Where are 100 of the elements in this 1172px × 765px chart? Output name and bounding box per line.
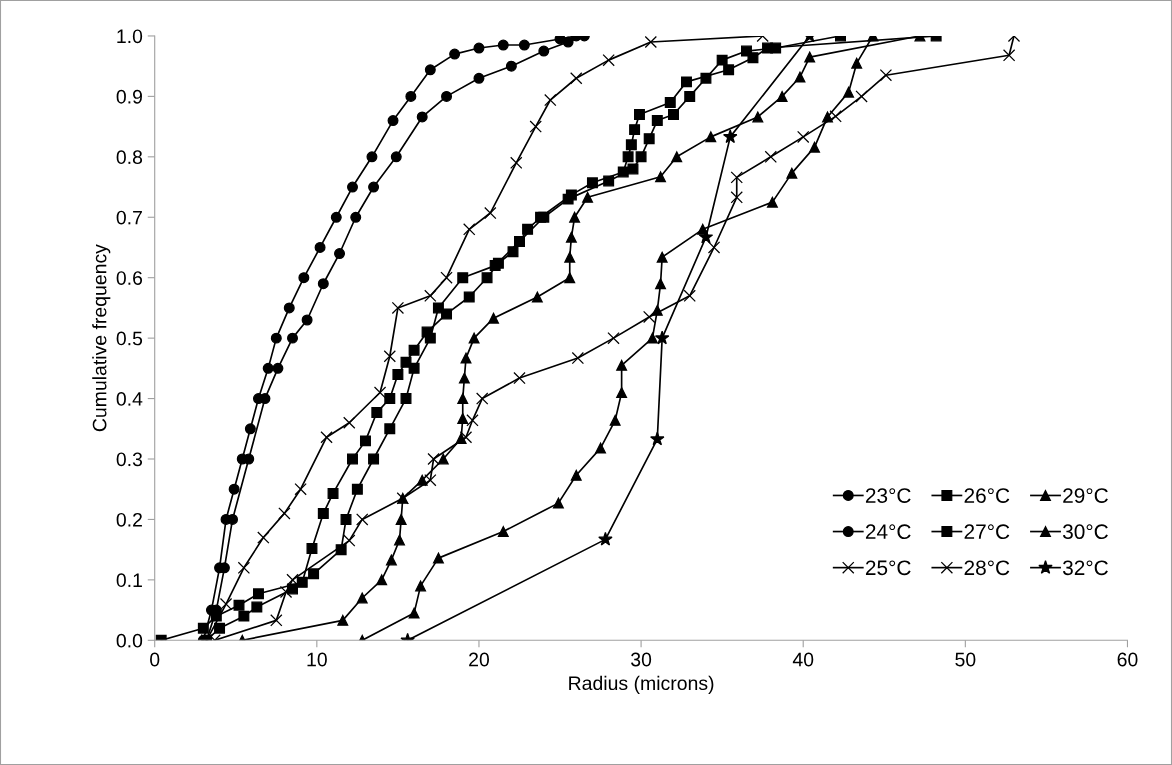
point bbox=[602, 53, 615, 67]
point bbox=[473, 42, 485, 54]
point bbox=[351, 483, 363, 495]
point bbox=[752, 111, 764, 123]
point bbox=[457, 393, 469, 405]
point bbox=[651, 304, 663, 316]
point bbox=[415, 580, 427, 592]
point bbox=[843, 86, 855, 98]
point bbox=[457, 413, 469, 424]
point bbox=[327, 487, 339, 499]
point bbox=[700, 72, 712, 84]
point bbox=[424, 473, 437, 487]
point bbox=[460, 352, 472, 364]
point bbox=[598, 531, 613, 546]
point bbox=[529, 120, 542, 133]
point bbox=[262, 362, 274, 374]
point bbox=[473, 72, 485, 84]
point bbox=[476, 392, 489, 405]
point bbox=[633, 109, 645, 121]
point bbox=[671, 151, 683, 163]
point bbox=[569, 211, 581, 223]
point bbox=[368, 181, 380, 193]
point bbox=[822, 111, 834, 123]
legend-label: 25°C bbox=[865, 560, 911, 576]
point bbox=[455, 432, 467, 444]
point bbox=[855, 90, 868, 103]
point bbox=[513, 371, 526, 385]
point bbox=[233, 599, 245, 611]
point bbox=[337, 614, 349, 626]
point bbox=[330, 211, 342, 223]
point bbox=[497, 39, 509, 51]
point bbox=[570, 469, 582, 481]
point bbox=[698, 229, 714, 244]
point bbox=[457, 272, 469, 284]
point bbox=[317, 507, 329, 519]
point bbox=[651, 115, 663, 127]
point bbox=[481, 272, 493, 284]
point bbox=[770, 42, 782, 54]
point bbox=[314, 241, 326, 253]
point bbox=[347, 453, 358, 465]
point bbox=[252, 588, 264, 600]
point bbox=[384, 393, 396, 405]
point bbox=[468, 332, 480, 344]
point bbox=[298, 272, 310, 284]
point bbox=[427, 452, 440, 466]
point bbox=[654, 330, 670, 345]
point bbox=[366, 151, 378, 163]
point bbox=[564, 272, 576, 284]
point bbox=[730, 191, 743, 204]
point bbox=[538, 45, 550, 57]
point bbox=[565, 231, 577, 243]
legend-label: 28°C bbox=[964, 560, 1010, 576]
point bbox=[432, 552, 444, 564]
point bbox=[257, 531, 270, 544]
y-axis-title: Cumulative frequency bbox=[92, 244, 111, 432]
point bbox=[387, 115, 399, 127]
point bbox=[766, 196, 778, 208]
point bbox=[287, 332, 298, 344]
point bbox=[340, 513, 352, 525]
point bbox=[424, 332, 436, 344]
point bbox=[627, 163, 639, 175]
point bbox=[347, 181, 358, 193]
y-tick-label: 1.0 bbox=[117, 29, 143, 44]
point bbox=[646, 332, 658, 344]
x-tick-label: 20 bbox=[469, 652, 490, 667]
x-tick-label: 10 bbox=[307, 652, 327, 667]
point bbox=[301, 314, 313, 326]
point bbox=[707, 241, 721, 254]
point bbox=[466, 414, 479, 427]
point bbox=[244, 423, 256, 435]
x-tick-label: 0 bbox=[150, 652, 160, 667]
point bbox=[306, 542, 318, 554]
point bbox=[463, 291, 475, 303]
point bbox=[829, 110, 842, 123]
point bbox=[655, 171, 667, 183]
point bbox=[851, 57, 863, 69]
point bbox=[390, 151, 402, 163]
point bbox=[764, 150, 777, 164]
point bbox=[586, 177, 598, 189]
point bbox=[376, 574, 388, 586]
y-tick-label: 0.2 bbox=[116, 512, 142, 527]
legend-label: 29°C bbox=[1063, 488, 1108, 503]
point bbox=[656, 251, 668, 263]
point bbox=[459, 431, 473, 444]
point bbox=[643, 310, 656, 324]
point bbox=[343, 416, 356, 429]
y-tick-label: 0.1 bbox=[116, 573, 142, 588]
point bbox=[531, 291, 543, 303]
point bbox=[562, 36, 574, 48]
point bbox=[879, 69, 893, 82]
point bbox=[392, 368, 404, 380]
legend-label: 32°C bbox=[1062, 560, 1108, 576]
point bbox=[237, 561, 251, 574]
point bbox=[603, 175, 615, 187]
point bbox=[391, 301, 405, 315]
point bbox=[214, 622, 226, 634]
point bbox=[786, 167, 798, 179]
x-tick-label: 30 bbox=[631, 652, 652, 667]
point bbox=[582, 191, 594, 203]
point bbox=[716, 54, 728, 66]
